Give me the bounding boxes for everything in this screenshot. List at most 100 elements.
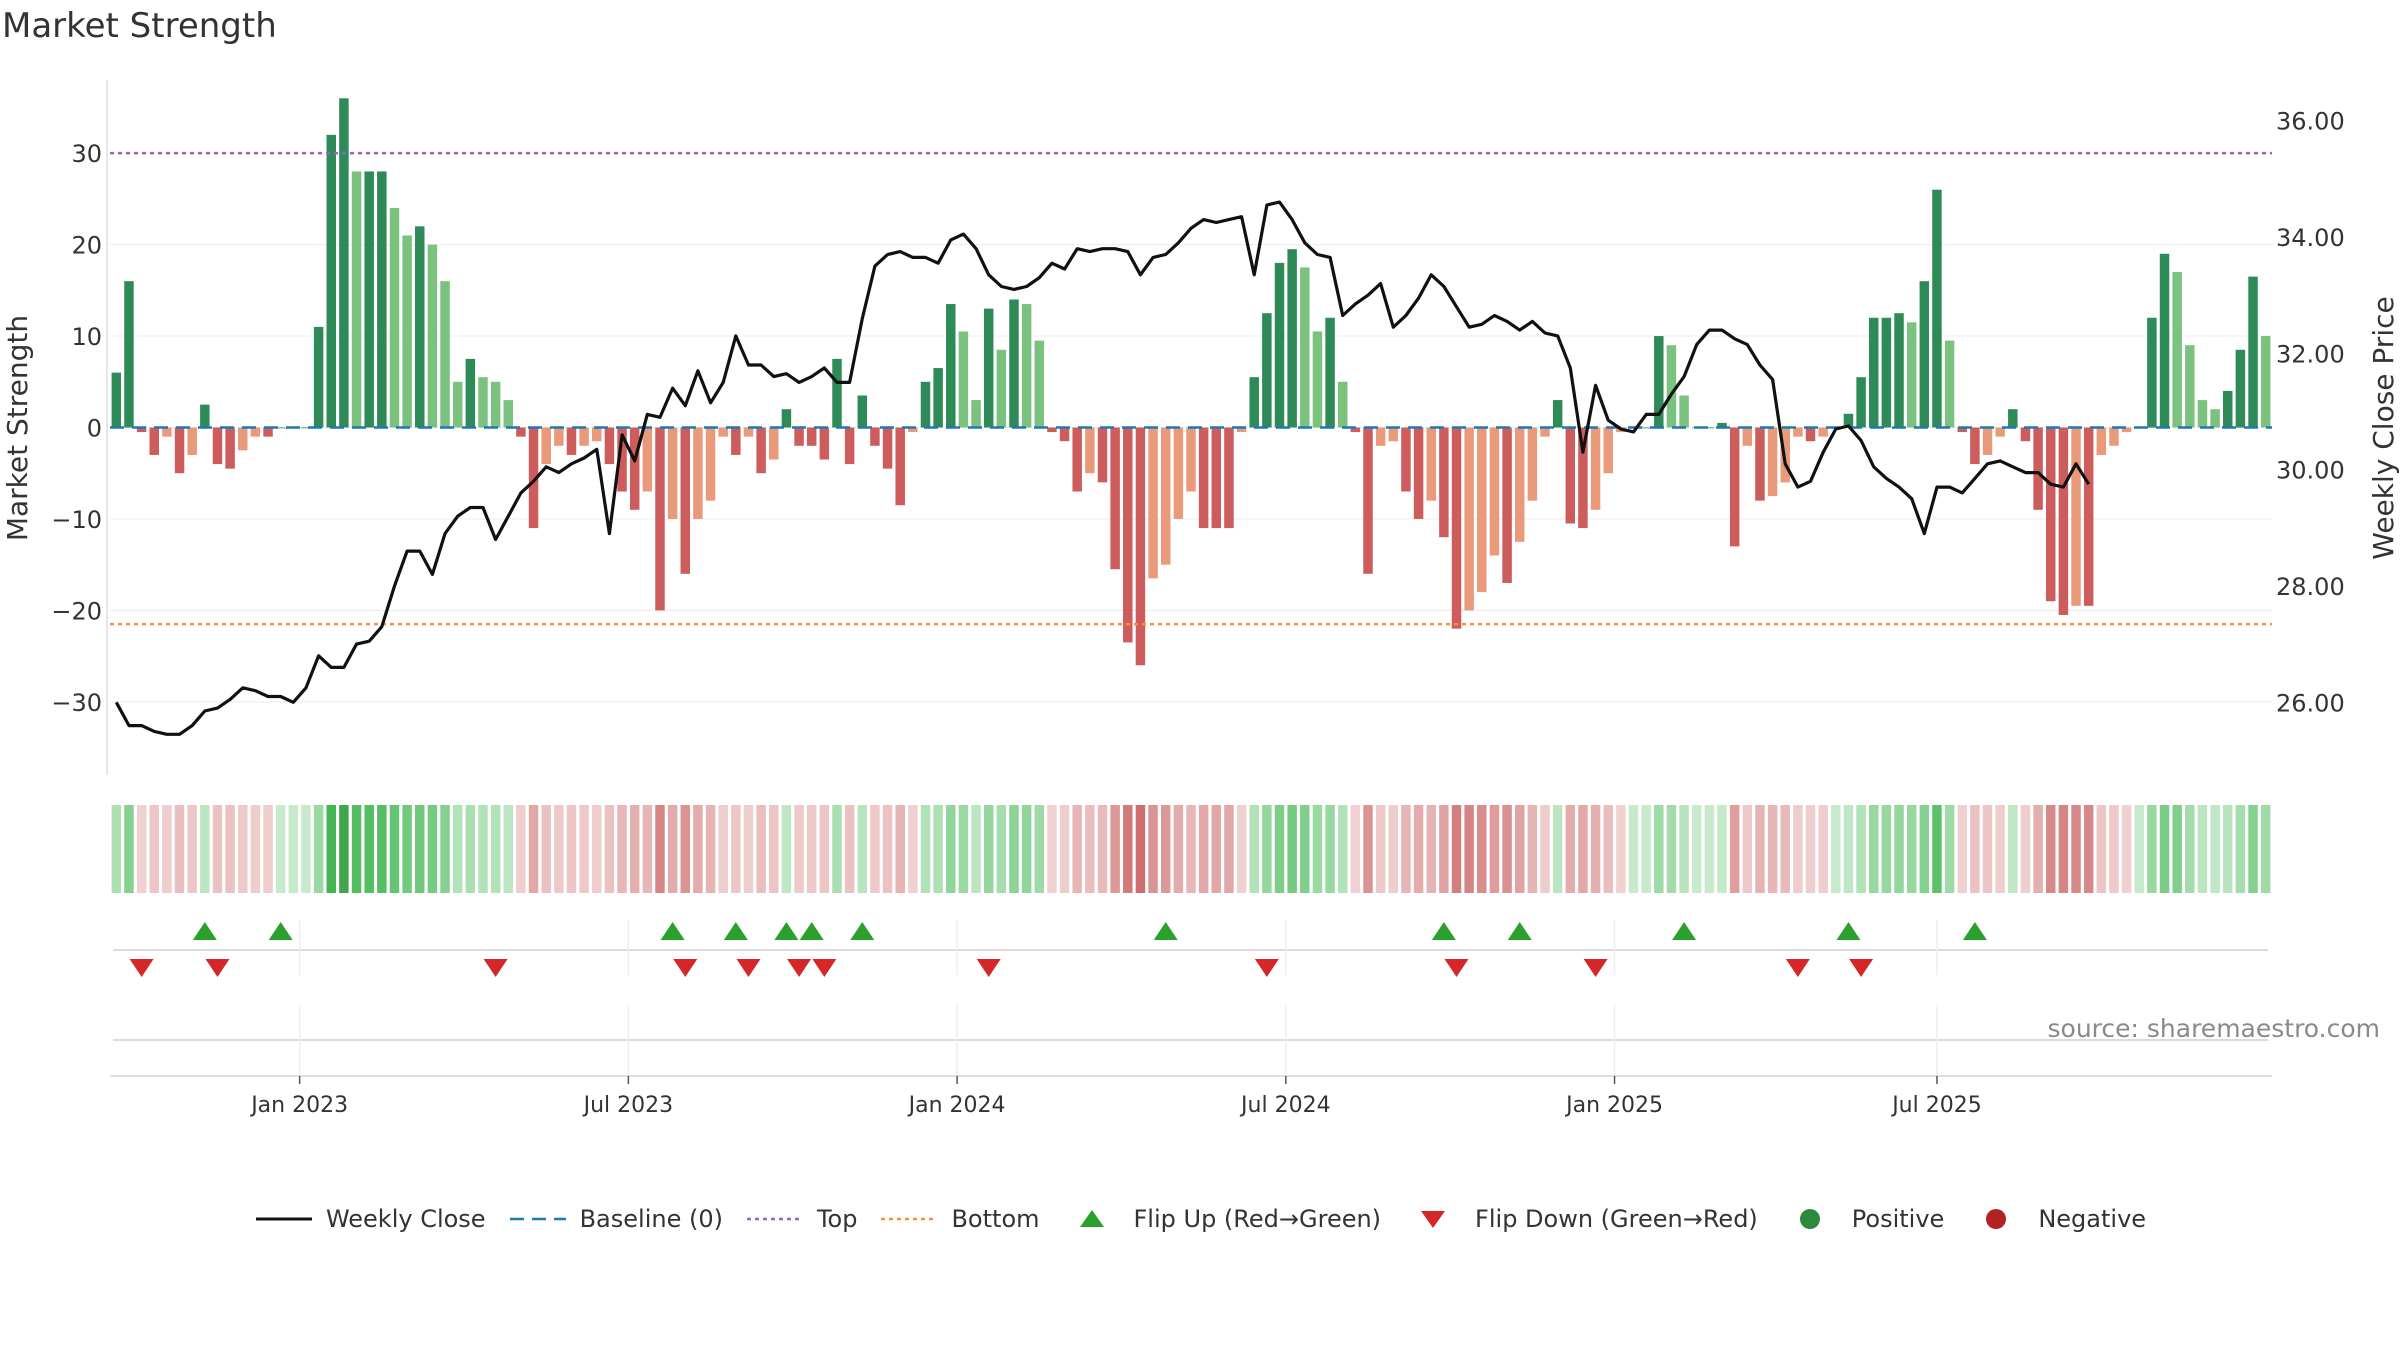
strip-cell [769, 805, 779, 893]
strip-cell [579, 805, 589, 893]
y-tick-label: 0 [87, 415, 102, 443]
strength-bar [427, 244, 438, 428]
strength-bar [2223, 390, 2233, 428]
strip-cell [1805, 805, 1816, 893]
strip-cell [1287, 805, 1297, 893]
strip-cell [415, 805, 425, 893]
strip-cell [1628, 805, 1639, 893]
strip-cell [452, 805, 463, 893]
strip-cell [1565, 805, 1576, 893]
strip-cell [1312, 805, 1323, 893]
legend-label: Positive [1851, 1205, 1945, 1233]
strip-cell [857, 805, 868, 893]
strength-bar [1552, 400, 1563, 428]
legend: Weekly Close Baseline (0) Top Bottom Flip Up… [0, 1205, 2400, 1233]
strength-bar [1641, 427, 1651, 429]
strip-cell [313, 805, 324, 893]
strip-cell [1704, 805, 1715, 893]
strip-cell [946, 805, 956, 893]
strength-bar [2172, 272, 2182, 428]
strip-cell [592, 805, 602, 893]
strip-cell [402, 805, 412, 893]
strength-bar [301, 427, 311, 429]
strength-bar [2185, 345, 2195, 428]
strength-bar [579, 427, 589, 446]
strip-cell [983, 805, 994, 893]
strength-bar [1742, 427, 1753, 446]
x-tick-label: Jul 2025 [1890, 1093, 1982, 1118]
strip-cell [1489, 805, 1500, 893]
y2-tick-label: 32.00 [2276, 340, 2345, 368]
strip-cell [1944, 805, 1955, 893]
strip-cell [1375, 805, 1386, 893]
strip-cell [1097, 805, 1108, 893]
strength-bar [933, 368, 943, 428]
strip-cell [1148, 805, 1158, 893]
strip-cell [2121, 805, 2132, 893]
strip-cell [301, 805, 311, 893]
flip-up-marker [1962, 922, 1987, 940]
strength-bar [1540, 427, 1550, 437]
strip-cell [1502, 805, 1512, 893]
strength-bar [1173, 427, 1184, 519]
strength-bar [1856, 377, 1866, 428]
strip-cell [1957, 805, 1967, 893]
strength-bar [326, 134, 336, 428]
strip-cell [465, 805, 476, 893]
legend-swatch-positive [1799, 1209, 1820, 1229]
strip-cell [2185, 805, 2195, 893]
strip-cell [1906, 805, 1917, 893]
strength-bar [1881, 317, 1892, 428]
legend-swatch-bottom [881, 1217, 938, 1221]
legend-swatch-negative [1986, 1209, 2007, 1229]
strength-bar [1211, 427, 1222, 529]
strength-bar [1363, 427, 1373, 574]
strength-bar [2197, 400, 2208, 428]
strip-cell [743, 805, 754, 893]
strip-cell [629, 805, 640, 893]
x-tick-label: Jan 2023 [249, 1093, 348, 1118]
strip-cell [263, 805, 273, 893]
strip-cell [200, 805, 210, 893]
strength-bar [225, 427, 235, 469]
strength-bar [920, 381, 931, 428]
flip-up-marker [192, 922, 217, 940]
strength-bar [2260, 336, 2271, 428]
flip-down-marker [787, 959, 812, 977]
strength-bar [1009, 299, 1019, 428]
strip-cell [2096, 805, 2107, 893]
strip-cell [1464, 805, 1474, 893]
strength-bar [490, 381, 501, 428]
strip-cell [1767, 805, 1778, 893]
strip-cell [326, 805, 336, 893]
strip-cell [996, 805, 1007, 893]
strength-bar [124, 281, 134, 428]
strip-cell [1793, 805, 1803, 893]
strength-bar [111, 372, 122, 428]
legend-swatch-top [746, 1217, 803, 1221]
strength-bar [1805, 427, 1816, 442]
strength-bar [1906, 322, 1917, 428]
strip-cell [503, 805, 514, 893]
strip-cell [1110, 805, 1120, 893]
x-tick-label: Jan 2024 [907, 1093, 1006, 1118]
strip-cell [1085, 805, 1095, 893]
strip-cell [1666, 805, 1677, 893]
strip-cell [516, 805, 526, 893]
strip-cell [1388, 805, 1399, 893]
strip-cell [136, 805, 147, 893]
strength-bar [1388, 427, 1399, 442]
strength-bar [2058, 427, 2069, 615]
strength-bar [2109, 427, 2119, 446]
strength-bars [111, 98, 2271, 666]
strip-cell [1641, 805, 1651, 893]
strip-cell [1350, 805, 1361, 893]
strength-bar [1198, 427, 1209, 529]
strip-cell [427, 805, 438, 893]
legend-swatch-flipup [1079, 1210, 1104, 1227]
strength-bar [1590, 427, 1601, 510]
strength-bar [781, 409, 792, 428]
strip-cell [389, 805, 400, 893]
strength-bar [2235, 349, 2246, 428]
